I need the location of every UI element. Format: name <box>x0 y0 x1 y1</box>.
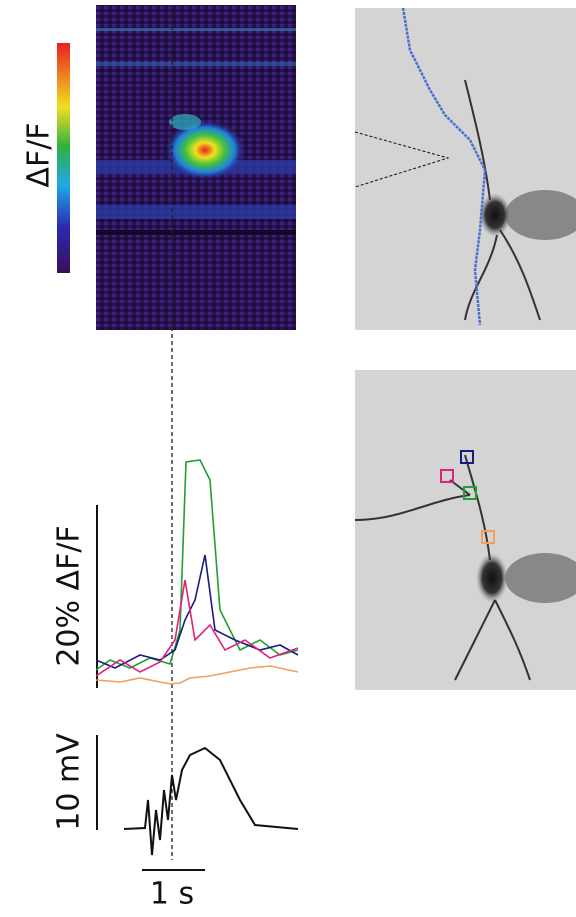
heatmap <box>96 5 296 330</box>
time-scale-label: 1 s <box>150 877 194 912</box>
calcium-traces <box>95 459 299 688</box>
neuron-image-top <box>354 7 576 330</box>
colorbar-label: ΔF/F <box>22 122 57 187</box>
neuron-image-bottom <box>354 370 576 690</box>
trace-scale-label: 20% ΔF/F <box>52 525 87 666</box>
voltage-trace <box>96 735 299 871</box>
voltage-scale-label: 10 mV <box>52 733 87 831</box>
colorbar <box>57 43 70 273</box>
